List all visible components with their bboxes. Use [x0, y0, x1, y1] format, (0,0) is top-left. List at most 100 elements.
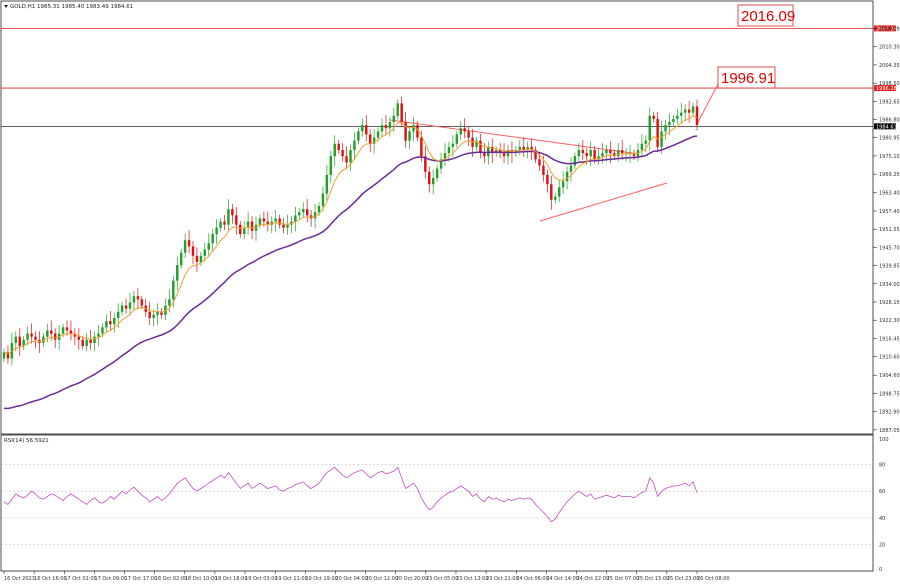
- candle-body: [65, 327, 69, 331]
- candle-body: [179, 252, 183, 266]
- time-tick-label: 25 Oct 23:00: [667, 576, 700, 582]
- price-tick-label: 2010.30: [879, 44, 900, 50]
- candle-body: [97, 333, 100, 337]
- candle-body: [483, 153, 486, 157]
- candle-body: [242, 227, 246, 234]
- price-tick-label: 1898.75: [879, 391, 900, 397]
- candle-body: [451, 143, 455, 147]
- price-tick-label: 1980.95: [879, 136, 900, 142]
- price-tick-label: 1922.30: [879, 318, 900, 324]
- candle-body: [431, 178, 435, 185]
- candle-body: [435, 168, 439, 178]
- candle-body: [640, 143, 644, 150]
- candle-body: [317, 206, 321, 213]
- current-price-tag: [874, 123, 896, 130]
- candle-body: [388, 122, 392, 129]
- candle-body: [479, 140, 482, 154]
- price-tick-label: 1951.55: [879, 227, 900, 233]
- candle-body: [664, 125, 667, 132]
- time-tick-label: 17 Oct 09:00: [94, 576, 127, 582]
- candle-body: [392, 115, 396, 122]
- candle-body: [353, 140, 356, 150]
- candle-body: [573, 156, 577, 166]
- candle-body: [2, 352, 6, 359]
- candle-body: [672, 118, 675, 122]
- candle-body: [467, 131, 470, 138]
- candle-body: [278, 218, 281, 225]
- candle-body: [152, 314, 155, 318]
- candle-body: [569, 165, 573, 172]
- time-tick-label: 16 Oct 2023: [4, 576, 35, 582]
- candle-body: [128, 302, 132, 309]
- candle-body: [384, 125, 388, 129]
- candle-body: [140, 299, 144, 306]
- candle-body: [416, 125, 419, 138]
- candle-body: [124, 305, 128, 309]
- rsi-level-label: 20: [879, 542, 885, 548]
- candle-body: [522, 146, 525, 150]
- time-tick-label: 26 Oct 08:00: [697, 576, 730, 582]
- candle-body: [361, 125, 364, 132]
- candle-body: [270, 221, 273, 225]
- time-tick-label: 24 Oct 14:00: [546, 576, 579, 582]
- rsi-level-label: 40: [879, 516, 885, 522]
- candle-body: [172, 280, 175, 300]
- price-tick-label: 1892.90: [879, 410, 900, 416]
- price-tick-label: 1904.60: [879, 373, 900, 379]
- candle-body: [116, 311, 120, 318]
- candle-body: [239, 224, 242, 234]
- rsi-level-label: 100: [879, 437, 889, 443]
- candle-body: [475, 140, 478, 147]
- candle-body: [408, 131, 411, 141]
- time-tick-label: 20 Oct 04:00: [335, 576, 368, 582]
- time-tick-label: 20 Oct 20:00: [396, 576, 429, 582]
- candle-body: [349, 150, 352, 163]
- price-tick-label: 1992.65: [879, 99, 900, 105]
- candle-body: [286, 224, 289, 228]
- candle-body: [329, 156, 333, 175]
- candle-body: [502, 153, 506, 157]
- candle-body: [215, 227, 218, 234]
- candle-body: [357, 131, 360, 141]
- candle-body: [53, 333, 57, 340]
- time-tick-label: 24 Oct 06:00: [516, 576, 549, 582]
- candle-body: [77, 336, 81, 340]
- time-tick-label: 17 Oct 01:00: [64, 576, 97, 582]
- time-tick-label: 23 Oct 13:00: [456, 576, 489, 582]
- candle-body: [561, 181, 565, 188]
- candle-body: [597, 156, 600, 160]
- candle-body: [113, 318, 116, 325]
- candle-body: [585, 153, 588, 157]
- level-label-lower: 1996.91: [721, 70, 775, 87]
- candle-body: [93, 336, 96, 343]
- candle-body: [660, 131, 663, 147]
- symbol-dropdown-icon[interactable]: [4, 5, 8, 8]
- candle-body: [321, 193, 325, 206]
- candle-body: [687, 109, 691, 113]
- candle-body: [447, 146, 451, 154]
- candle-body: [577, 150, 581, 157]
- candle-body: [199, 255, 203, 262]
- candle-body: [136, 296, 140, 300]
- candle-body: [191, 246, 195, 256]
- candle-body: [620, 150, 624, 154]
- candle-body: [593, 150, 596, 160]
- candle-body: [187, 240, 191, 247]
- price-tick-label: 1910.60: [879, 355, 900, 361]
- time-tick-label: 19 Oct 19:00: [305, 576, 338, 582]
- candle-body: [211, 234, 214, 244]
- price-tick-label: 1916.45: [879, 336, 900, 342]
- candle-body: [644, 140, 648, 144]
- candle-body: [396, 103, 399, 116]
- candle-body: [105, 321, 108, 328]
- candle-body: [302, 209, 305, 213]
- candle-body: [601, 153, 604, 157]
- candle-body: [695, 106, 699, 126]
- time-tick-label: 18 Oct 18:00: [215, 576, 248, 582]
- price-axis: 2016.09 2010.30 2004.35 1998.50 1992.65 1986.…: [873, 26, 900, 434]
- lower-trendline: [539, 182, 668, 222]
- time-tick-label: 23 Oct 21:00: [486, 576, 519, 582]
- candle-body: [420, 137, 423, 157]
- time-tick-label: 19 Oct 11:00: [275, 576, 308, 582]
